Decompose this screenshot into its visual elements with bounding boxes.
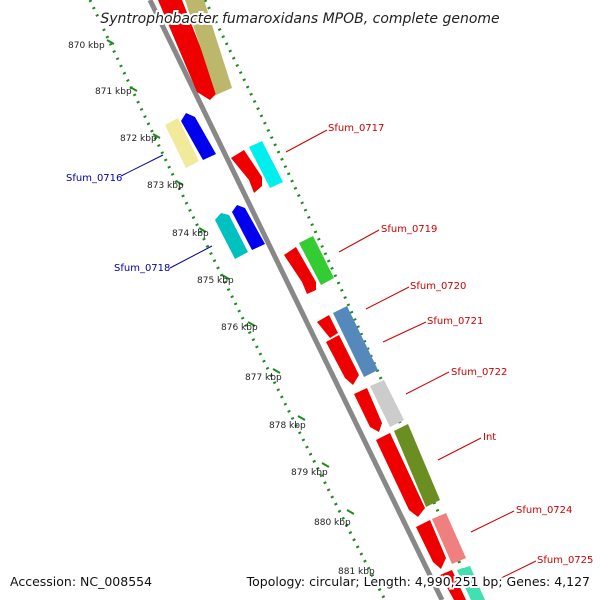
gene-labels: Sfum_0717 Sfum_0719 Sfum_0720 Sfum_0721 … <box>66 123 593 566</box>
accession-text: Accession: NC_008554 <box>10 574 152 589</box>
gene-label-sfum-0720[interactable]: Sfum_0720 <box>410 281 466 292</box>
gene-arrow[interactable] <box>333 306 378 377</box>
tick-mark <box>321 462 330 468</box>
gene-label-sfum-0721[interactable]: Sfum_0721 <box>427 316 483 327</box>
leader-line <box>365 286 410 310</box>
tick-label: 871 kbp <box>95 87 132 97</box>
gene-arrow[interactable] <box>440 570 466 600</box>
gene-arrow[interactable] <box>432 513 466 564</box>
leader-line <box>120 154 164 177</box>
tick-mark <box>272 368 281 374</box>
gene-arrow[interactable] <box>299 236 334 285</box>
topology-text: Topology: circular; Length: 4,990,251 bp… <box>246 574 590 589</box>
genome-backbone <box>147 0 445 600</box>
gene-label-sfum-0717[interactable]: Sfum_0717 <box>328 123 384 134</box>
tick-mark <box>106 39 115 45</box>
tick-mark <box>221 274 230 280</box>
gene-arrow[interactable] <box>394 424 440 507</box>
map-title: Syntrophobacter fumaroxidans MPOB, compl… <box>100 11 499 27</box>
gene-label-sfum-0716[interactable]: Sfum_0716 <box>66 173 122 184</box>
leader-line <box>285 129 328 153</box>
gene-arrow[interactable] <box>158 0 218 100</box>
leader-line <box>470 510 515 533</box>
outer-dotted-ring <box>203 0 477 600</box>
gene-arrow[interactable] <box>231 150 262 193</box>
tick-label: 874 kbp <box>172 229 209 239</box>
leader-line <box>496 560 537 581</box>
tick-label: 872 kbp <box>120 134 157 144</box>
gene-arrow[interactable] <box>185 0 232 95</box>
leader-line <box>169 245 213 269</box>
gene-arrow[interactable] <box>165 118 199 168</box>
tick-mark <box>175 180 184 186</box>
gene-arrow[interactable] <box>416 520 446 569</box>
tick-group: 870 kbp 871 kbp 872 kbp 873 kbp 874 kbp … <box>68 39 375 577</box>
tick-label: 881 kbp <box>338 567 375 577</box>
gene-arrow[interactable] <box>457 566 485 600</box>
tick-label: 878 kbp <box>269 421 306 431</box>
gene-arrow[interactable] <box>354 388 382 432</box>
tick-label: 876 kbp <box>221 323 258 333</box>
gene-arrow[interactable] <box>376 433 425 517</box>
reverse-genes <box>165 113 265 259</box>
gene-label-sfum-0718[interactable]: Sfum_0718 <box>114 263 170 274</box>
leader-line <box>338 229 380 253</box>
tick-label: 873 kbp <box>147 181 184 191</box>
gene-arrow[interactable] <box>181 113 216 160</box>
gene-arrow[interactable] <box>249 141 283 188</box>
gene-label-sfum-0719[interactable]: Sfum_0719 <box>381 224 437 235</box>
leader-line <box>437 437 482 461</box>
tick-mark <box>198 227 207 233</box>
tick-label: 879 kbp <box>291 468 328 478</box>
gene-arrow[interactable] <box>215 213 248 259</box>
gene-arrow[interactable] <box>326 335 359 385</box>
gene-label-int[interactable]: Int <box>483 432 496 443</box>
forward-genes <box>158 0 485 600</box>
gene-arrow[interactable] <box>284 247 316 294</box>
gene-label-sfum-0725[interactable]: Sfum_0725 <box>537 555 593 566</box>
tick-mark <box>297 415 306 421</box>
gene-arrow[interactable] <box>232 205 265 250</box>
tick-label: 870 kbp <box>68 41 105 51</box>
tick-mark <box>346 509 355 515</box>
tick-label: 880 kbp <box>314 518 351 528</box>
tick-mark <box>247 321 256 327</box>
gene-label-sfum-0722[interactable]: Sfum_0722 <box>451 367 507 378</box>
tick-mark <box>152 133 161 139</box>
leader-line <box>405 371 450 395</box>
leader-line <box>382 321 427 343</box>
tick-mark <box>129 86 138 92</box>
tick-label: 875 kbp <box>197 276 234 286</box>
gene-arrow[interactable] <box>317 315 338 338</box>
leader-lines <box>120 129 537 581</box>
tick-label: 877 kbp <box>245 373 282 383</box>
gene-arrow[interactable] <box>370 380 404 427</box>
gene-label-sfum-0724[interactable]: Sfum_0724 <box>516 505 572 516</box>
